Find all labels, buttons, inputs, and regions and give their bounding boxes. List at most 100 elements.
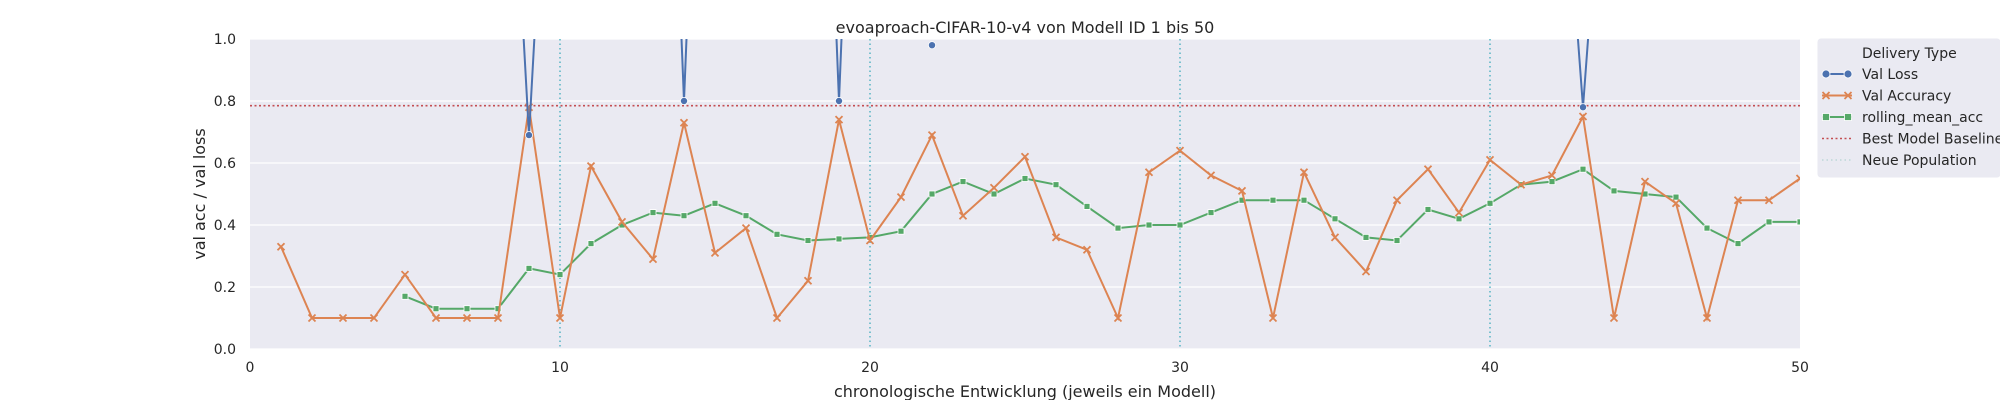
- rolling-mean-point: [1207, 209, 1215, 217]
- rolling-mean-point: [990, 190, 998, 198]
- rolling-mean-point: [463, 305, 471, 313]
- rolling-mean-point: [1796, 218, 1800, 226]
- val-loss-point: [835, 97, 844, 106]
- rolling-mean-point: [928, 190, 936, 198]
- val-accuracy-point: [896, 192, 906, 202]
- rolling-mean-line: [404, 168, 1800, 310]
- legend-label: rolling_mean_acc: [1862, 110, 1983, 126]
- val-accuracy-point: [710, 248, 720, 258]
- legend-item: Val Accuracy: [1821, 89, 1951, 105]
- val-accuracy-point: [462, 313, 472, 323]
- val-accuracy-point: [493, 313, 503, 323]
- rolling-mean-point: [432, 305, 440, 313]
- x-tick-label: 10: [551, 360, 569, 376]
- val-accuracy-point: [1144, 168, 1154, 177]
- val-loss-point: [680, 97, 689, 106]
- rolling-mean-point: [1672, 193, 1680, 201]
- rolling-mean-point: [835, 235, 843, 243]
- legend-label: Val Accuracy: [1862, 89, 1951, 105]
- val-accuracy-point: [1423, 165, 1433, 174]
- val-accuracy-point: [338, 313, 348, 323]
- rolling-mean-point: [1703, 224, 1711, 232]
- x-axis-label: chronologische Entwicklung (jeweils ein …: [834, 382, 1216, 400]
- rolling-mean-point: [1486, 199, 1494, 207]
- val-accuracy-point: [1516, 180, 1526, 189]
- val-accuracy-point: [1206, 171, 1216, 180]
- val-accuracy-point: [307, 313, 317, 323]
- rolling-mean-point: [1734, 240, 1742, 248]
- legend-title: Delivery Type: [1862, 46, 1957, 62]
- chart-title: evoaproach-CIFAR-10-v4 von Modell ID 1 b…: [836, 18, 1215, 37]
- legend-label: Best Model Baseline: [1862, 132, 2000, 148]
- legend-item: Val Loss: [1821, 67, 1918, 83]
- val-accuracy-point: [1392, 196, 1402, 205]
- rolling-mean-point: [804, 237, 812, 244]
- rolling-mean-point: [525, 264, 533, 272]
- val-accuracy-point: [276, 242, 286, 251]
- val-accuracy-point: [1175, 146, 1185, 155]
- val-accuracy-point: [927, 130, 937, 140]
- val-accuracy-point: [1640, 177, 1650, 186]
- rolling-mean-point: [1052, 181, 1060, 189]
- val-accuracy-point: [1237, 186, 1247, 196]
- val-accuracy-point: [1361, 267, 1371, 276]
- legend-label: Neue Population: [1862, 153, 1977, 169]
- rolling-mean-point: [897, 227, 905, 235]
- rolling-mean-point: [1610, 187, 1618, 195]
- val-accuracy-point: [1082, 245, 1092, 254]
- rolling-mean-point: [1145, 221, 1153, 229]
- x-tick-label: 30: [1171, 360, 1189, 376]
- val-accuracy-point: [989, 183, 999, 192]
- x-tick-label: 20: [861, 360, 879, 376]
- val-accuracy-point: [1330, 233, 1340, 242]
- rolling-mean-point: [556, 271, 564, 279]
- val-accuracy-point: [1454, 208, 1464, 217]
- y-tick-label: 0.2: [214, 280, 236, 296]
- val-loss-point: [928, 41, 937, 50]
- val-loss-point: [1579, 103, 1588, 112]
- legend-item: Neue Population: [1822, 153, 1977, 169]
- val-accuracy-point: [1609, 313, 1619, 323]
- val-accuracy-line: [280, 107, 1800, 322]
- val-accuracy-point: [617, 217, 627, 227]
- legend-items: Val Loss Val Accuracy rolling_mean_acc Best…: [1821, 67, 2000, 169]
- rolling-mean-point: [711, 199, 719, 207]
- val-accuracy-point: [586, 161, 596, 171]
- ticks: 0.0 0.2 0.4 0.6 0.8 1.0 0 10 20 30 40 50: [214, 32, 1809, 376]
- val-accuracy-point: [1113, 313, 1123, 323]
- val-accuracy-point: [1485, 155, 1495, 165]
- val-accuracy-point: [1733, 196, 1743, 205]
- y-tick-label: 0.0: [214, 342, 236, 358]
- y-tick-label: 0.6: [214, 156, 236, 172]
- rolling-mean-point: [1331, 215, 1339, 223]
- val-accuracy-point: [1299, 168, 1309, 177]
- y-tick-label: 0.8: [214, 94, 236, 110]
- val-accuracy-point: [648, 254, 658, 264]
- legend-box: [1817, 38, 2000, 178]
- val-accuracy-point: [400, 270, 410, 279]
- rolling-mean-point: [773, 230, 781, 238]
- rolling-mean-point: [1765, 218, 1773, 226]
- val-accuracy-point: [834, 115, 844, 124]
- val-accuracy-point: [1051, 233, 1061, 242]
- val-accuracy-point: [431, 313, 441, 323]
- rolling-mean-point: [1021, 175, 1029, 182]
- rolling-mean-point: [680, 212, 688, 220]
- y-axis-label: val acc / val loss: [190, 128, 209, 259]
- val-accuracy-point: [741, 223, 751, 233]
- legend-item: Best Model Baseline: [1822, 132, 2000, 148]
- val-accuracy-point: [958, 211, 968, 220]
- rolling-mean-point: [1176, 221, 1184, 229]
- rolling-mean-point: [1083, 202, 1091, 210]
- rolling-mean-point: [1424, 206, 1432, 213]
- val-accuracy-point: [1671, 199, 1681, 208]
- rolling-mean-point: [1548, 178, 1556, 186]
- plot-area: [250, 39, 1800, 349]
- legend-item: rolling_mean_acc: [1822, 110, 1983, 126]
- rolling-mean-point: [1362, 233, 1370, 241]
- legend: Delivery Type Val Loss Val Accuracy rollin…: [1817, 38, 2000, 178]
- val-accuracy-point: [369, 313, 379, 323]
- val-accuracy-point: [1702, 313, 1712, 323]
- rolling-mean-point: [1269, 196, 1277, 204]
